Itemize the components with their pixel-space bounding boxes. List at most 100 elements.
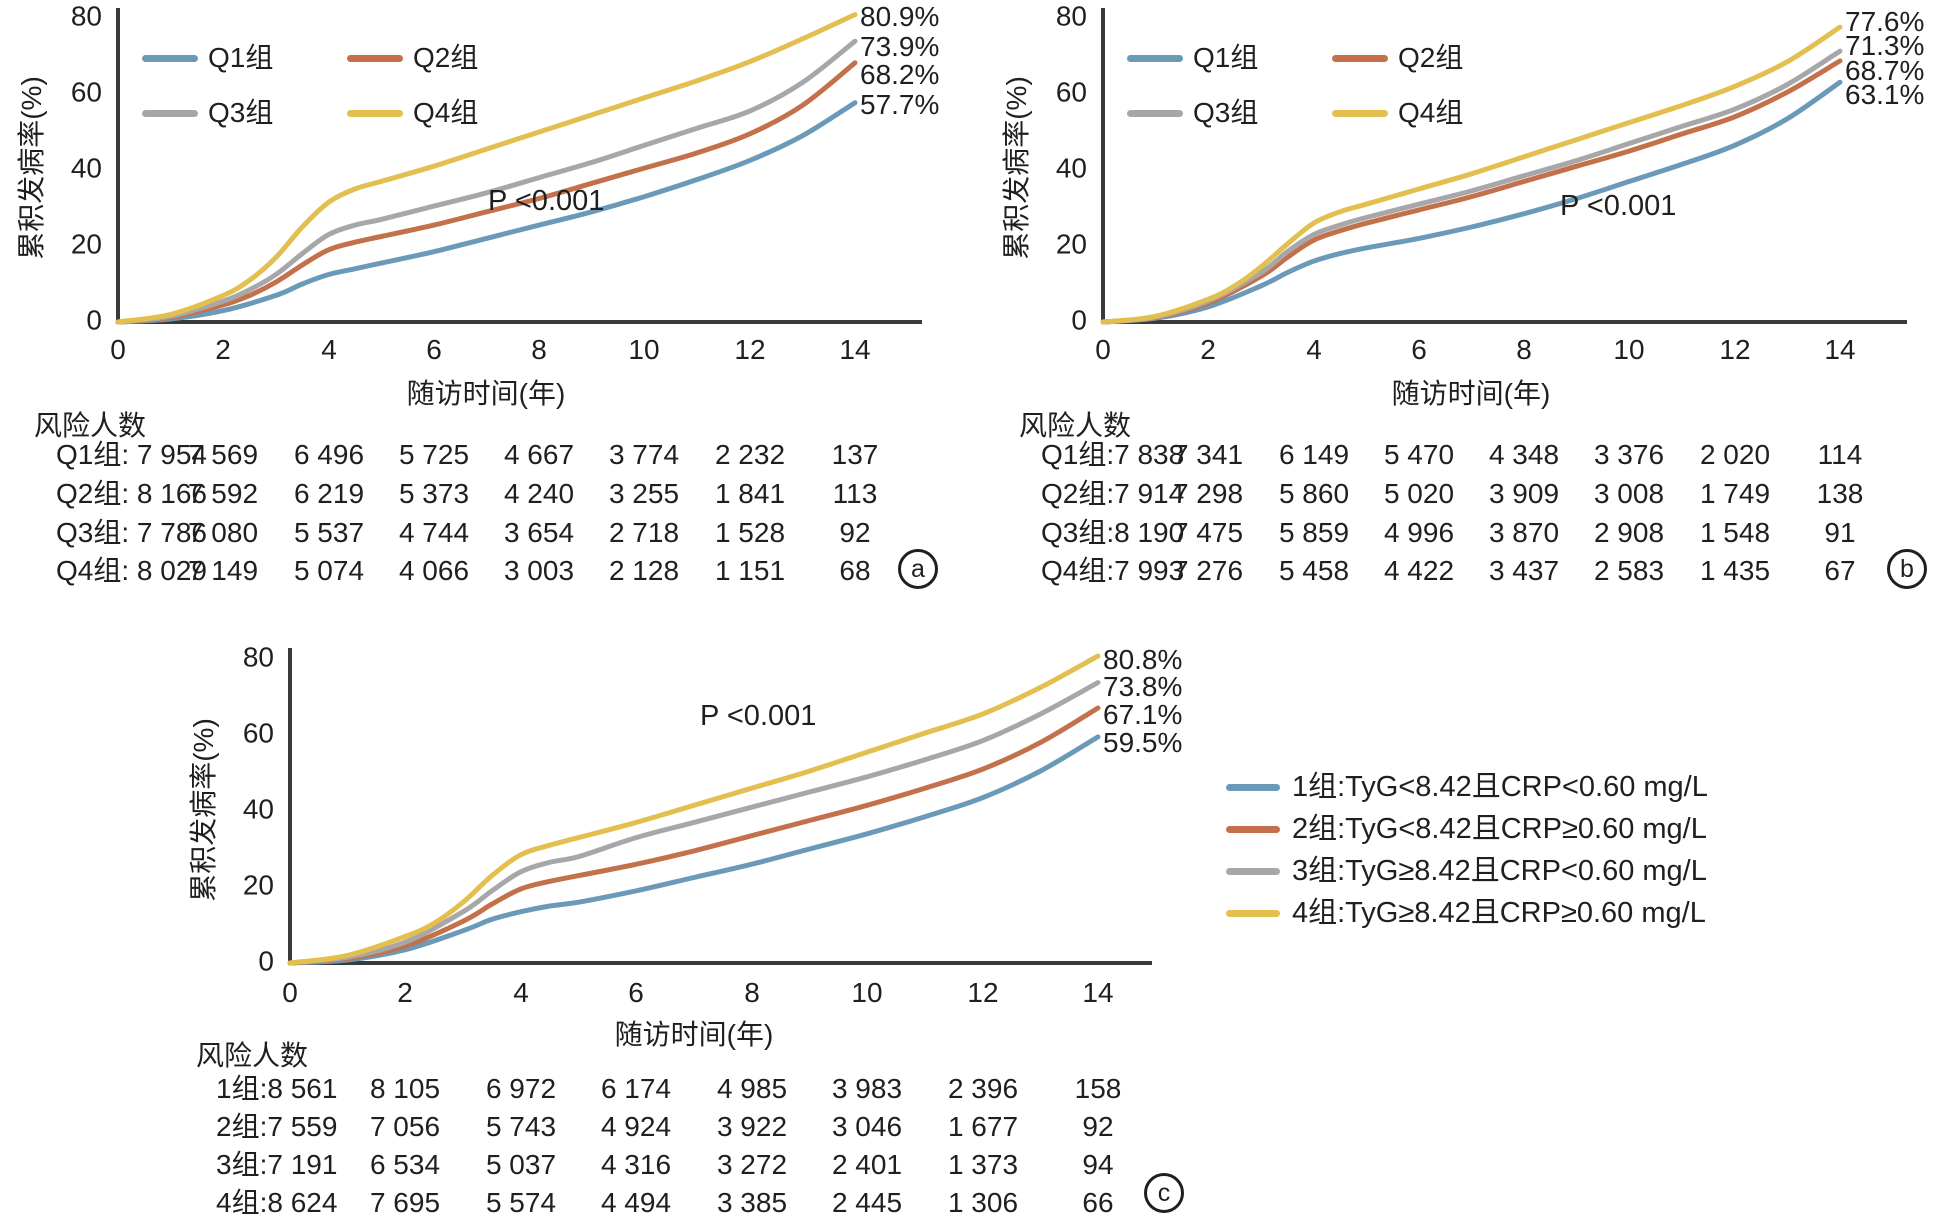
legend-label-q3: Q3组 [208, 97, 274, 128]
y-tick-label: 60 [242, 717, 274, 749]
risk-count: 67 [1824, 555, 1856, 586]
panel-letter-a: a [898, 549, 938, 589]
risk-count: 2 583 [1593, 555, 1665, 586]
risk-count: 3 008 [1593, 478, 1665, 509]
curve-a-Q1组 [115, 100, 858, 325]
x-tick-label: 8 [744, 977, 760, 1008]
legend-swatch-q4-icon [347, 110, 403, 117]
risk-count: 2 718 [608, 517, 680, 548]
risk-row-label: 4组:8 624 [216, 1187, 338, 1218]
legend-label-q1: Q1组 [208, 42, 274, 73]
risk-count: 2 908 [1593, 517, 1665, 548]
legend-item-group4: 4组:TyG≥8.42且CRP≥0.60 mg/L [1226, 896, 1726, 930]
x-axis-title: 随访时间(年) [406, 378, 566, 409]
risk-count: 5 537 [293, 517, 365, 548]
risk-count: 7 149 [187, 555, 259, 586]
x-tick-label: 12 [734, 334, 766, 365]
risk-count: 8 105 [369, 1073, 441, 1104]
risk-table-header: 风险人数 [196, 1040, 309, 1071]
panel-letter-c: c [1144, 1173, 1184, 1213]
x-tick-label: 10 [1613, 334, 1645, 365]
x-tick-label: 12 [967, 977, 999, 1008]
risk-count: 6 219 [293, 478, 365, 509]
end-label-q4: 80.9% [860, 1, 940, 32]
risk-row-label: 2组:7 559 [216, 1111, 338, 1142]
risk-count: 5 725 [398, 439, 470, 470]
end-label-q2: 68.7% [1845, 55, 1925, 86]
risk-count: 1 306 [947, 1187, 1019, 1218]
risk-count: 4 066 [398, 555, 470, 586]
risk-row-group4: 4组:8 624 7 695 5 574 4 494 3 385 2 445 1… [0, 1186, 1949, 1220]
risk-count: 1 373 [947, 1149, 1019, 1180]
legend-item-q4: Q4组 [347, 97, 567, 129]
risk-count: 7 569 [187, 439, 259, 470]
x-tick-label: 10 [628, 334, 660, 365]
risk-count: 4 422 [1383, 555, 1455, 586]
legend-item-group1: 1组:TyG<8.42且CRP<0.60 mg/L [1226, 770, 1726, 804]
end-label-q3: 73.9% [860, 31, 940, 62]
x-tick-label: 10 [851, 977, 883, 1008]
end-label-group1: 59.5% [1103, 727, 1183, 758]
x-tick-label: 6 [1411, 334, 1427, 365]
x-tick-label: 4 [1306, 334, 1322, 365]
risk-row-group2: 2组:7 559 7 056 5 743 4 924 3 922 3 046 1… [0, 1110, 1949, 1144]
risk-row-q2: Q2组: 8 166 7 592 6 219 5 373 4 240 3 255… [0, 477, 985, 511]
legend-swatch-q3-icon [142, 110, 198, 117]
legend-label-q3: Q3组 [1193, 97, 1259, 128]
legend-swatch-group3-icon [1226, 868, 1280, 875]
risk-count: 3 922 [716, 1111, 788, 1142]
risk-count: 3 654 [503, 517, 575, 548]
legend-swatch-group4-icon [1226, 910, 1280, 917]
y-tick-label: 0 [86, 304, 102, 336]
risk-count: 4 494 [600, 1187, 672, 1218]
legend-label-group1: 1组:TyG<8.42且CRP<0.60 mg/L [1292, 771, 1708, 803]
curve-b-Q3组 [1100, 48, 1843, 325]
risk-count: 6 174 [600, 1073, 672, 1104]
risk-row-group3: 3组:7 191 6 534 5 037 4 316 3 272 2 401 1… [0, 1148, 1949, 1182]
legend-label-q4: Q4组 [413, 97, 479, 128]
p-value: P <0.001 [488, 185, 605, 217]
risk-count: 1 528 [714, 517, 786, 548]
x-tick-label: 0 [282, 977, 298, 1008]
risk-row-label: Q4组: 8 029 [56, 555, 207, 586]
risk-row-label: Q2组:7 914 [1041, 478, 1185, 509]
risk-row-label: Q4组:7 993 [1041, 555, 1185, 586]
risk-count: 7 592 [187, 478, 259, 509]
legend-item-q4: Q4组 [1332, 97, 1552, 129]
risk-count: 94 [1082, 1149, 1114, 1180]
y-tick-label: 20 [70, 228, 102, 260]
risk-count: 1 151 [714, 555, 786, 586]
legend-swatch-group2-icon [1226, 826, 1280, 833]
risk-count: 2 128 [608, 555, 680, 586]
risk-row-q1: Q1组:7 838 7 341 6 149 5 470 4 348 3 376 … [985, 438, 1949, 472]
legend-swatch-q1-icon [142, 55, 198, 62]
legend-swatch-q2-icon [1332, 55, 1388, 62]
x-tick-label: 8 [531, 334, 547, 365]
risk-row-label: Q3组: 7 786 [56, 517, 207, 548]
end-label-q3: 71.3% [1845, 30, 1925, 61]
risk-count: 1 841 [714, 478, 786, 509]
risk-count: 91 [1824, 517, 1856, 548]
risk-count: 3 272 [716, 1149, 788, 1180]
risk-count: 3 983 [831, 1073, 903, 1104]
risk-count: 5 859 [1278, 517, 1350, 548]
risk-row-q4: Q4组:7 993 7 276 5 458 4 422 3 437 2 583 … [985, 554, 1949, 588]
risk-count: 5 470 [1383, 439, 1455, 470]
panel-b: 累积发病率(%) 80 60 40 20 0 0 2 4 6 8 10 12 1… [985, 0, 1949, 600]
risk-count: 66 [1082, 1187, 1114, 1218]
legend-swatch-q1-icon [1127, 55, 1183, 62]
end-label-q4: 77.6% [1845, 6, 1925, 37]
risk-table-header: 风险人数 [1019, 410, 1132, 441]
y-tick-label: 80 [70, 0, 102, 32]
risk-count: 2 401 [831, 1149, 903, 1180]
end-label-group4: 80.8% [1103, 644, 1183, 675]
curve-b-Q2组 [1100, 58, 1843, 325]
curve-c-1组 [287, 734, 1101, 966]
legend-label-group4: 4组:TyG≥8.42且CRP≥0.60 mg/L [1292, 897, 1706, 929]
y-tick-label: 0 [258, 945, 274, 977]
risk-count: 7 695 [369, 1187, 441, 1218]
y-tick-label: 80 [1055, 0, 1087, 32]
x-tick-label: 4 [321, 334, 337, 365]
